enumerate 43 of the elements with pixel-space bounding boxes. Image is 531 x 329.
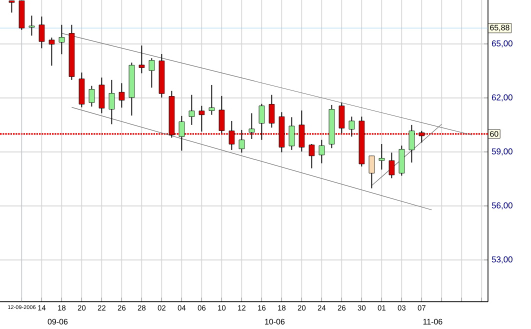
candlestick <box>198 105 205 132</box>
candlestick <box>228 120 235 150</box>
candlestick <box>28 15 35 36</box>
candlestick <box>268 94 275 128</box>
y-tick-label: 53,00 <box>492 256 512 264</box>
y-tick-label: 65,00 <box>492 40 512 48</box>
candlestick <box>148 58 155 88</box>
candlestick <box>248 112 255 140</box>
ref-line-label: 65,88 <box>490 24 510 32</box>
candlestick <box>308 144 315 169</box>
candlestick <box>98 77 105 114</box>
candlestick <box>38 16 45 49</box>
candlestick <box>348 116 355 138</box>
candlestick <box>8 0 15 14</box>
candlestick <box>288 116 295 150</box>
y-tick-label: 59,00 <box>492 148 512 156</box>
candlestick <box>298 110 305 152</box>
y-tick-label: 56,00 <box>492 202 512 210</box>
candlestick <box>88 85 95 108</box>
candlestick <box>318 139 325 164</box>
candlestick <box>368 155 375 189</box>
candlestick <box>178 115 185 152</box>
candlestick <box>188 94 195 126</box>
text: 11-06 <box>423 318 442 325</box>
candlestick <box>218 95 225 134</box>
candlestick <box>238 130 245 154</box>
candlestick <box>418 130 425 144</box>
text: 10-06 <box>265 318 285 325</box>
candlestick <box>398 145 405 176</box>
candlestick <box>338 102 345 134</box>
candlestick <box>138 45 145 74</box>
ref-line-label: 60 <box>490 131 498 137</box>
y-tick-label: 62,00 <box>492 94 512 102</box>
candlestick <box>58 24 65 55</box>
candlestick <box>258 103 265 140</box>
candlestick <box>118 82 125 108</box>
candlestick <box>108 79 115 125</box>
candlestick <box>378 144 385 170</box>
candlestick <box>48 37 55 66</box>
candlestick <box>388 152 395 179</box>
text: 09-06 <box>48 318 68 325</box>
candlestick <box>408 124 415 163</box>
candlestick <box>208 84 215 116</box>
